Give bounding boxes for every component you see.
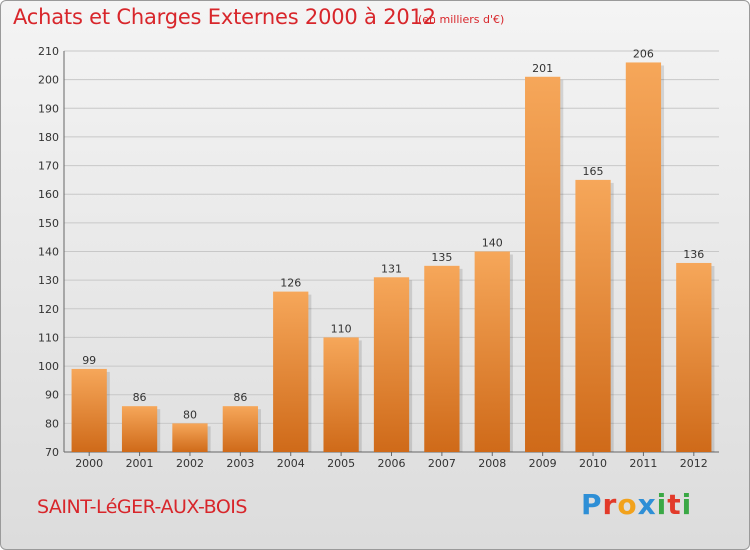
tick-labels: 7080901001101201301401501601701801902002… bbox=[38, 45, 708, 470]
y-tick-label: 70 bbox=[45, 446, 59, 459]
y-tick-label: 200 bbox=[38, 74, 59, 87]
y-tick-label: 110 bbox=[38, 331, 59, 344]
y-tick-label: 120 bbox=[38, 303, 59, 316]
x-tick-label-2004: 2004 bbox=[277, 457, 305, 470]
logo-letter: t bbox=[667, 488, 682, 521]
y-tick-label: 130 bbox=[38, 274, 59, 287]
value-label-2009: 201 bbox=[532, 62, 553, 75]
y-tick-label: 180 bbox=[38, 131, 59, 144]
logo-letter: r bbox=[602, 488, 618, 521]
bar-2010 bbox=[575, 179, 611, 452]
x-tick-label-2009: 2009 bbox=[529, 457, 557, 470]
bar-2002 bbox=[172, 423, 208, 452]
chart-subtitle: (en milliers d'€) bbox=[418, 13, 505, 26]
x-tick-label-2000: 2000 bbox=[75, 457, 103, 470]
value-label-2011: 206 bbox=[633, 47, 654, 60]
y-tick-label: 150 bbox=[38, 217, 59, 230]
bar-2007 bbox=[424, 265, 460, 452]
bar-2012 bbox=[676, 262, 712, 452]
value-label-2008: 140 bbox=[482, 237, 503, 250]
y-tick-label: 90 bbox=[45, 389, 59, 402]
value-label-2002: 80 bbox=[183, 408, 197, 421]
value-label-2005: 110 bbox=[331, 322, 352, 335]
x-tick-label-2010: 2010 bbox=[579, 457, 607, 470]
value-label-2000: 99 bbox=[82, 354, 96, 367]
value-label-2012: 136 bbox=[683, 248, 704, 261]
value-labels: 99 86 80 86 126 110 131 135 140 201 165 206 136 bbox=[82, 47, 704, 421]
value-label-2006: 131 bbox=[381, 262, 402, 275]
logo-letter: i bbox=[681, 488, 693, 521]
logo-letter: i bbox=[656, 488, 668, 521]
x-tick-label-2012: 2012 bbox=[680, 457, 708, 470]
y-tick-label: 170 bbox=[38, 160, 59, 173]
value-label-2001: 86 bbox=[133, 391, 147, 404]
x-tick-label-2001: 2001 bbox=[126, 457, 154, 470]
y-tick-label: 80 bbox=[45, 417, 59, 430]
x-tick-label-2005: 2005 bbox=[327, 457, 355, 470]
x-tick-label-2002: 2002 bbox=[176, 457, 204, 470]
logo-letter: P bbox=[581, 488, 603, 521]
bar-2005 bbox=[323, 337, 359, 452]
bar-2003 bbox=[222, 406, 258, 452]
bar-2000 bbox=[71, 368, 107, 452]
chart-title: Achats et Charges Externes 2000 à 2012 bbox=[13, 5, 436, 29]
town-name: SAINT-LéGER-AUX-BOIS bbox=[37, 496, 247, 518]
bar-2011 bbox=[625, 62, 662, 452]
y-tick-label: 140 bbox=[38, 246, 59, 259]
x-tick-label-2007: 2007 bbox=[428, 457, 456, 470]
x-tick-label-2006: 2006 bbox=[378, 457, 406, 470]
logo-letter: o bbox=[617, 488, 638, 521]
y-tick-label: 190 bbox=[38, 102, 59, 115]
y-tick-label: 100 bbox=[38, 360, 59, 373]
bar-2001 bbox=[121, 406, 158, 452]
value-label-2004: 126 bbox=[280, 277, 301, 290]
x-tick-label-2011: 2011 bbox=[629, 457, 657, 470]
x-tick-label-2003: 2003 bbox=[226, 457, 254, 470]
y-tick-label: 160 bbox=[38, 188, 59, 201]
bar-2006 bbox=[373, 277, 410, 452]
bars bbox=[71, 62, 715, 453]
value-label-2007: 135 bbox=[431, 251, 452, 264]
bar-2008 bbox=[474, 251, 510, 452]
x-tick-label-2008: 2008 bbox=[478, 457, 506, 470]
value-label-2003: 86 bbox=[233, 391, 247, 404]
y-tick-label: 210 bbox=[38, 45, 59, 58]
value-label-2010: 165 bbox=[583, 165, 604, 178]
logo-letter: x bbox=[637, 488, 657, 521]
bar-2009 bbox=[525, 76, 561, 453]
proxiti-logo[interactable]: Proxiti bbox=[581, 488, 692, 521]
bar-2004 bbox=[273, 291, 309, 452]
